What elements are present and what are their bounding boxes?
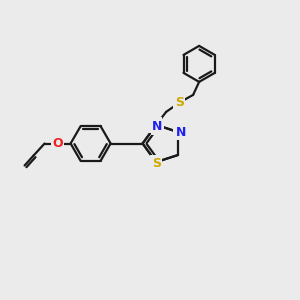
Text: N: N xyxy=(152,120,162,134)
Text: N: N xyxy=(176,125,186,139)
Text: O: O xyxy=(52,137,63,150)
Text: N: N xyxy=(174,124,184,136)
Text: S: S xyxy=(175,96,184,110)
Text: N: N xyxy=(150,118,160,131)
Text: S: S xyxy=(152,157,160,169)
